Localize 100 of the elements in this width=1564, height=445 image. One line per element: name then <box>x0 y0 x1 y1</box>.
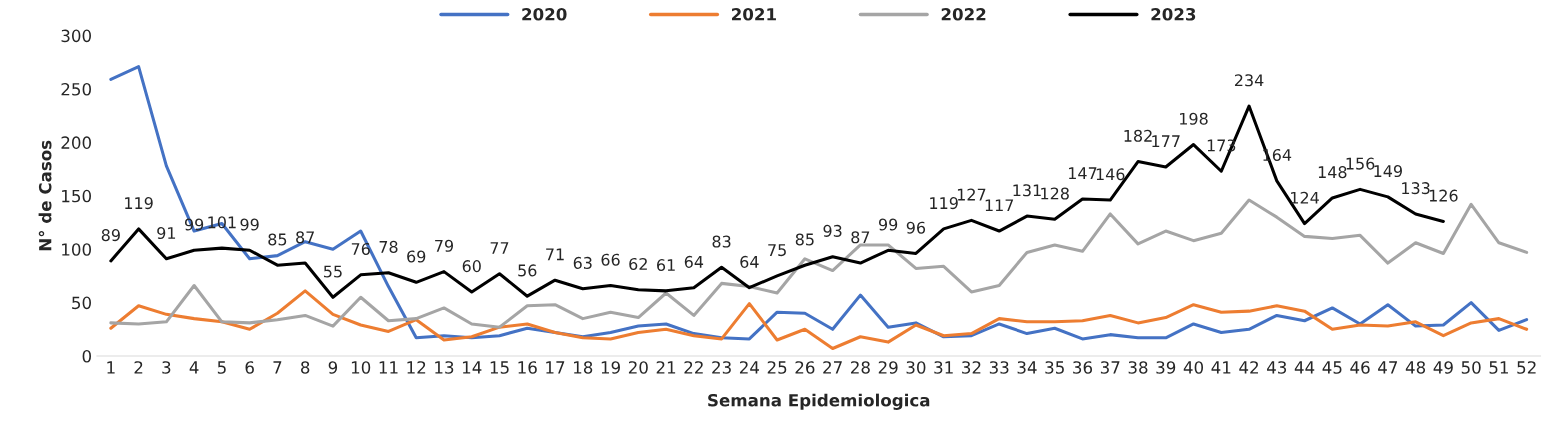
x-tick-label: 29 <box>878 361 898 374</box>
data-label: 85 <box>268 233 287 246</box>
x-tick-label: 10 <box>351 361 371 374</box>
x-tick-label: 22 <box>684 361 703 374</box>
x-tick-label: 9 <box>328 361 338 374</box>
x-tick-label: 27 <box>823 361 842 374</box>
data-label: 119 <box>125 197 153 210</box>
x-tick-label: 14 <box>462 361 482 374</box>
data-label: 198 <box>1180 112 1208 125</box>
x-tick-label: 32 <box>962 361 981 374</box>
data-label: 76 <box>351 242 370 256</box>
data-label: 93 <box>823 224 842 237</box>
data-label: 61 <box>657 259 675 272</box>
legend-label: 2022 <box>941 7 986 21</box>
x-tick-label: 46 <box>1350 361 1370 374</box>
data-label: 83 <box>712 235 731 248</box>
x-tick-label: 38 <box>1128 361 1148 374</box>
data-label: 99 <box>240 218 259 231</box>
data-label: 91 <box>157 226 176 240</box>
legend-label: 2021 <box>732 7 776 21</box>
x-tick-label: 41 <box>1211 361 1231 374</box>
data-label: 124 <box>1291 191 1319 204</box>
x-tick-label: 31 <box>934 361 953 374</box>
data-label: 119 <box>930 197 958 210</box>
x-tick-label: 17 <box>546 361 565 374</box>
data-label: 148 <box>1318 166 1347 179</box>
data-label: 63 <box>573 256 592 269</box>
data-label: 64 <box>684 255 704 268</box>
data-label: 117 <box>985 199 1014 212</box>
x-tick-label: 23 <box>712 361 731 374</box>
x-tick-label: 49 <box>1433 361 1453 374</box>
x-tick-label: 33 <box>989 361 1009 374</box>
legend-label: 2020 <box>522 7 567 21</box>
x-tick-label: 3 <box>162 361 171 374</box>
x-tick-label: 47 <box>1378 361 1398 374</box>
x-tick-label: 52 <box>1517 361 1536 374</box>
x-tick-label: 51 <box>1489 361 1508 374</box>
data-label: 177 <box>1152 135 1180 147</box>
data-label: 60 <box>462 260 481 273</box>
data-label: 62 <box>629 257 647 271</box>
x-tick-label: 25 <box>767 361 787 374</box>
x-tick-label: 30 <box>906 361 926 374</box>
data-label: 133 <box>1402 182 1430 195</box>
x-tick-label: 4 <box>189 361 199 374</box>
data-label: 56 <box>518 264 537 277</box>
data-label: 75 <box>768 244 786 257</box>
x-tick-label: 40 <box>1183 361 1204 374</box>
y-tick-label: 300 <box>61 29 91 43</box>
x-tick-label: 19 <box>601 361 620 374</box>
x-tick-label: 12 <box>407 361 426 374</box>
x-tick-label: 15 <box>490 361 509 374</box>
x-tick-label: 45 <box>1322 361 1342 374</box>
x-tick-label: 2 <box>134 361 143 374</box>
data-label: 99 <box>879 218 898 231</box>
x-tick-label: 36 <box>1073 361 1093 374</box>
x-tick-label: 13 <box>435 361 454 374</box>
y-tick-label: 250 <box>61 82 91 96</box>
x-tick-label: 21 <box>656 361 676 374</box>
data-label: 156 <box>1346 157 1375 170</box>
x-tick-label: 44 <box>1294 361 1315 374</box>
x-tick-label: 11 <box>379 361 398 374</box>
data-label: 147 <box>1068 167 1097 180</box>
x-tick-label: 42 <box>1239 361 1258 374</box>
data-label: 77 <box>490 242 509 254</box>
y-tick-label: 0 <box>82 349 91 363</box>
data-label: 87 <box>851 231 870 244</box>
line-series <box>109 289 1529 351</box>
data-label: 69 <box>407 250 426 263</box>
data-label: 87 <box>296 231 314 244</box>
x-tick-label: 43 <box>1267 361 1287 374</box>
data-label: 182 <box>1124 129 1152 142</box>
x-tick-label: 18 <box>574 361 593 374</box>
y-tick-label: 50 <box>72 296 91 310</box>
x-axis-title: Semana Epidemiologica <box>708 393 930 410</box>
x-tick-label: 37 <box>1100 361 1120 374</box>
x-tick-label: 50 <box>1461 361 1481 374</box>
data-label: 131 <box>1013 184 1041 197</box>
x-tick-label: 28 <box>851 361 870 374</box>
data-label: 128 <box>1041 187 1069 200</box>
x-tick-label: 24 <box>739 361 760 374</box>
x-tick-label: 5 <box>217 361 226 374</box>
legend-label: 2023 <box>1151 7 1196 21</box>
x-tick-label: 26 <box>795 361 815 374</box>
data-label: 55 <box>324 265 342 278</box>
x-tick-label: 7 <box>273 361 282 374</box>
data-label: 126 <box>1429 189 1458 202</box>
y-tick-label: 100 <box>62 243 91 256</box>
x-tick-label: 1 <box>107 361 115 374</box>
x-tick-label: 16 <box>518 361 537 374</box>
data-label: 64 <box>740 255 759 268</box>
x-tick-label: 20 <box>628 361 648 374</box>
y-axis-title: N° de Casos <box>38 140 52 251</box>
data-label: 89 <box>101 229 120 242</box>
data-label: 85 <box>795 233 814 246</box>
data-label: 146 <box>1096 168 1125 181</box>
x-tick-label: 34 <box>1017 361 1037 374</box>
data-label: 71 <box>546 248 564 261</box>
data-label: 149 <box>1374 165 1402 178</box>
x-tick-label: 6 <box>245 361 254 374</box>
data-label: 66 <box>601 253 620 266</box>
